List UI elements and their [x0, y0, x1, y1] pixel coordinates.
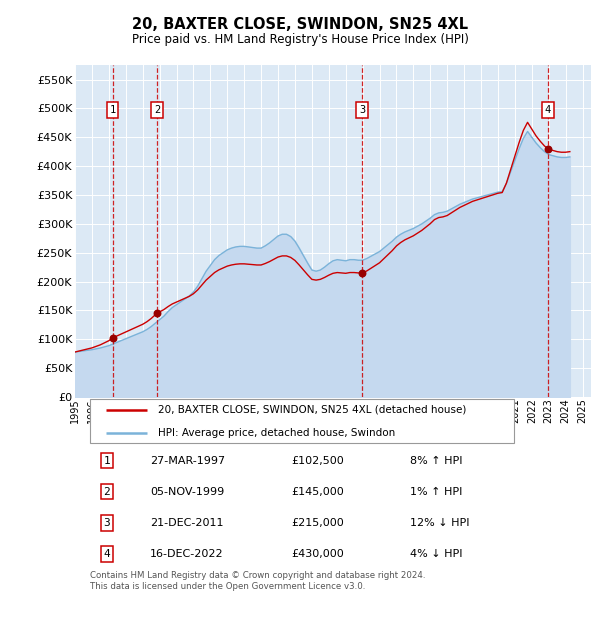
Text: 12% ↓ HPI: 12% ↓ HPI: [410, 518, 470, 528]
Text: £215,000: £215,000: [292, 518, 344, 528]
Point: [357, 268, 367, 278]
Text: 2: 2: [154, 105, 160, 115]
Text: 3: 3: [104, 518, 110, 528]
Point: [152, 308, 161, 318]
Text: 21-DEC-2011: 21-DEC-2011: [150, 518, 223, 528]
Point: [543, 144, 553, 154]
Text: Contains HM Land Registry data © Crown copyright and database right 2024.
This d: Contains HM Land Registry data © Crown c…: [91, 571, 426, 591]
Text: 1: 1: [110, 105, 116, 115]
Text: 4% ↓ HPI: 4% ↓ HPI: [410, 549, 463, 559]
Text: £102,500: £102,500: [292, 456, 344, 466]
Text: 05-NOV-1999: 05-NOV-1999: [150, 487, 224, 497]
Text: 16-DEC-2022: 16-DEC-2022: [150, 549, 223, 559]
Text: 3: 3: [359, 105, 365, 115]
Text: 27-MAR-1997: 27-MAR-1997: [150, 456, 225, 466]
Text: Price paid vs. HM Land Registry's House Price Index (HPI): Price paid vs. HM Land Registry's House …: [131, 33, 469, 46]
Text: 4: 4: [545, 105, 551, 115]
Text: 20, BAXTER CLOSE, SWINDON, SN25 4XL: 20, BAXTER CLOSE, SWINDON, SN25 4XL: [132, 17, 468, 32]
Text: 1% ↑ HPI: 1% ↑ HPI: [410, 487, 463, 497]
Point: [108, 333, 118, 343]
Text: 2: 2: [104, 487, 110, 497]
Text: £430,000: £430,000: [292, 549, 344, 559]
Text: 20, BAXTER CLOSE, SWINDON, SN25 4XL (detached house): 20, BAXTER CLOSE, SWINDON, SN25 4XL (det…: [158, 404, 466, 415]
Text: 4: 4: [104, 549, 110, 559]
Text: £145,000: £145,000: [292, 487, 344, 497]
Text: HPI: Average price, detached house, Swindon: HPI: Average price, detached house, Swin…: [158, 428, 395, 438]
Text: 1: 1: [104, 456, 110, 466]
Text: 8% ↑ HPI: 8% ↑ HPI: [410, 456, 463, 466]
FancyBboxPatch shape: [91, 399, 514, 443]
